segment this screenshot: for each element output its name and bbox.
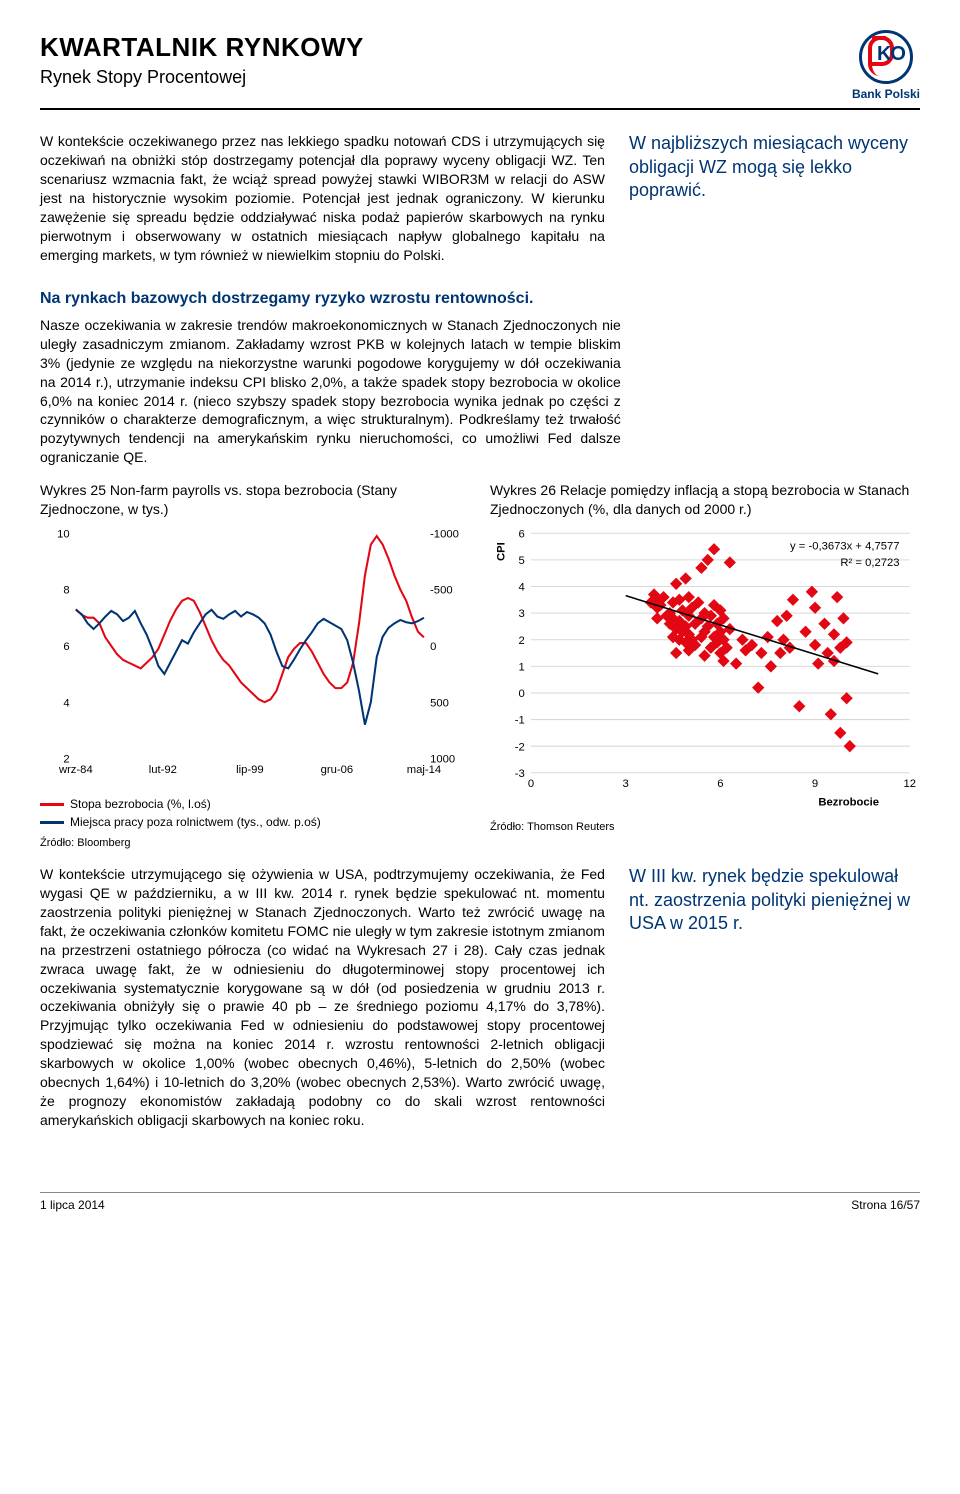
svg-text:8: 8 [63,585,69,597]
footer-date: 1 lipca 2014 [40,1197,105,1213]
chart26-source: Źródło: Thomson Reuters [490,820,920,835]
svg-text:-500: -500 [430,585,453,597]
callout1: W najbliższych miesiącach wyceny obligac… [629,132,920,202]
svg-text:gru-06: gru-06 [321,764,354,776]
logo-circle-icon: KO [859,30,913,84]
bank-name: Bank Polski [852,86,920,102]
svg-text:4: 4 [63,697,69,709]
svg-text:500: 500 [430,697,449,709]
section2-title: Na rynkach bazowych dostrzegamy ryzyko w… [40,288,920,310]
svg-text:lip-99: lip-99 [236,764,264,776]
page-header: KWARTALNIK RYNKOWY Rynek Stopy Procentow… [40,30,920,110]
chart25-legend: Stopa bezrobocia (%, l.oś) Miejsca pracy … [40,796,470,830]
svg-text:2: 2 [519,635,525,647]
svg-text:-1: -1 [515,715,525,727]
svg-text:-1000: -1000 [430,528,459,540]
svg-text:10: 10 [57,528,70,540]
svg-text:lut-92: lut-92 [149,764,177,776]
svg-text:6: 6 [63,641,69,653]
chart25-title: Wykres 25 Non-farm payrolls vs. stopa be… [40,481,470,519]
chart25-block: Wykres 25 Non-farm payrolls vs. stopa be… [40,481,470,851]
svg-text:-3: -3 [515,768,525,780]
para2-wrap: Nasze oczekiwania w zakresie trendów mak… [40,316,621,467]
svg-text:y = -0,3673x + 4,7577: y = -0,3673x + 4,7577 [790,541,899,553]
svg-text:12: 12 [903,778,916,790]
header-titles: KWARTALNIK RYNKOWY Rynek Stopy Procentow… [40,30,364,89]
svg-text:wrz-84: wrz-84 [58,764,93,776]
svg-text:0: 0 [430,641,436,653]
callout2-col: W III kw. rynek będzie spekulował nt. za… [629,865,920,1131]
block-1: W kontekście oczekiwanego przez nas lekk… [40,132,920,266]
doc-subtitle: Rynek Stopy Procentowej [40,65,364,89]
chart25-svg: 246810-1000-50005001000wrz-84lut-92lip-9… [40,523,470,789]
chart26-block: Wykres 26 Relacje pomiędzy inflacją a st… [490,481,920,851]
para3-col: W kontekście utrzymującego się ożywienia… [40,865,605,1131]
legend-item: Miejsca pracy poza rolnictwem (tys., odw… [40,814,470,830]
logo-text-icon: KO [877,41,905,68]
bank-logo: KO Bank Polski [852,30,920,102]
svg-text:6: 6 [519,528,525,540]
legend-item: Stopa bezrobocia (%, l.oś) [40,796,470,812]
para1: W kontekście oczekiwanego przez nas lekk… [40,132,605,264]
chart26-svg: -3-2-10123456036912CPIBezrobociey = -0,3… [490,523,920,810]
svg-text:-2: -2 [515,741,525,753]
chart25-source: Źródło: Bloomberg [40,836,470,851]
footer-page: Strona 16/57 [851,1197,920,1213]
svg-text:Bezrobocie: Bezrobocie [818,796,879,808]
svg-text:1: 1 [519,661,525,673]
para3: W kontekście utrzymującego się ożywienia… [40,865,605,1129]
chart26-title: Wykres 26 Relacje pomiędzy inflacją a st… [490,481,920,519]
svg-text:0: 0 [519,688,525,700]
svg-text:R² = 0,2723: R² = 0,2723 [840,557,899,569]
svg-text:CPI: CPI [495,542,507,561]
charts-row: Wykres 25 Non-farm payrolls vs. stopa be… [40,481,920,851]
svg-text:3: 3 [623,778,629,790]
svg-text:4: 4 [519,581,525,593]
callout2: W III kw. rynek będzie spekulował nt. za… [629,865,920,935]
para2: Nasze oczekiwania w zakresie trendów mak… [40,316,621,467]
svg-text:6: 6 [717,778,723,790]
svg-text:3: 3 [519,608,525,620]
page-footer: 1 lipca 2014 Strona 16/57 [40,1192,920,1213]
svg-text:9: 9 [812,778,818,790]
svg-text:5: 5 [519,555,525,567]
callout1-col: W najbliższych miesiącach wyceny obligac… [629,132,920,266]
para1-col: W kontekście oczekiwanego przez nas lekk… [40,132,605,266]
block-3: W kontekście utrzymującego się ożywienia… [40,865,920,1131]
svg-text:maj-14: maj-14 [407,764,441,776]
svg-text:0: 0 [528,778,534,790]
doc-title: KWARTALNIK RYNKOWY [40,30,364,65]
